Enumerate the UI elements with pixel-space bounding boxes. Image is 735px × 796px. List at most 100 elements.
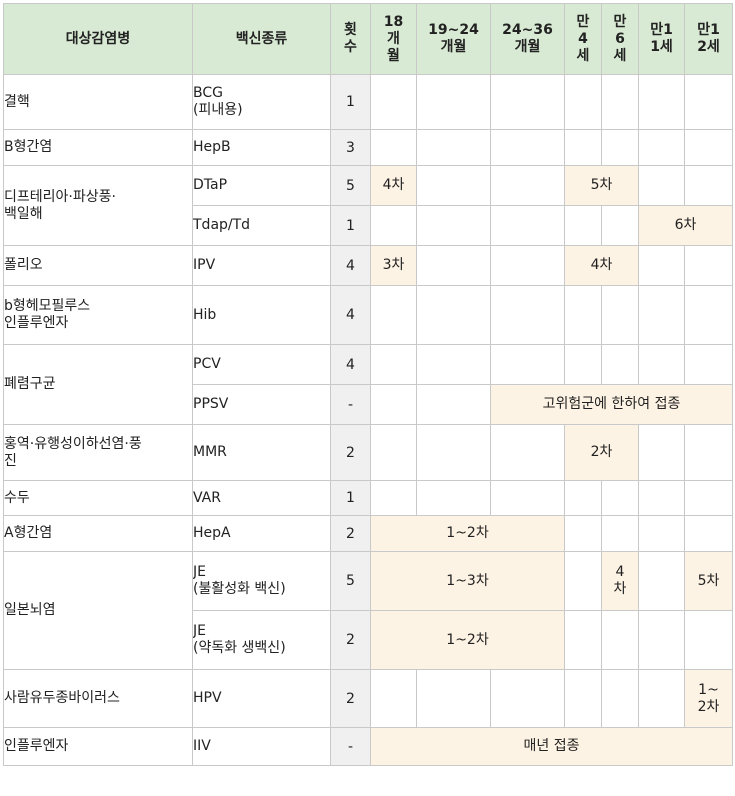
schedule-cell bbox=[638, 480, 685, 516]
disease-cell: B형간염 bbox=[3, 129, 193, 166]
schedule-cell bbox=[490, 480, 565, 516]
disease-cell: 인플루엔자 bbox=[3, 727, 193, 766]
dose-cell: 매년 접종 bbox=[370, 727, 733, 766]
schedule-cell bbox=[564, 205, 602, 246]
dose-cell: 6차 bbox=[638, 205, 733, 246]
schedule-cell bbox=[370, 205, 417, 246]
schedule-cell bbox=[370, 285, 417, 345]
count-cell: 1 bbox=[330, 74, 371, 130]
vaccine-cell: PCV bbox=[192, 344, 331, 385]
vaccine-cell: HepB bbox=[192, 129, 331, 166]
table-row: b형헤모필루스 인플루엔자 Hib 4 bbox=[3, 285, 733, 345]
count-cell: 2 bbox=[330, 669, 371, 728]
schedule-cell bbox=[416, 480, 491, 516]
dose-cell: 4차 bbox=[564, 245, 639, 286]
schedule-cell bbox=[490, 344, 565, 385]
vaccine-cell: DTaP bbox=[192, 165, 331, 206]
disease-cell: 결핵 bbox=[3, 74, 193, 130]
header-row: 대상감염병 백신종류 횟 수 18 개 월 19~24 개월 24~36 개월 … bbox=[3, 3, 733, 75]
vaccine-cell: VAR bbox=[192, 480, 331, 516]
dose-cell: 5차 bbox=[684, 551, 733, 611]
schedule-cell bbox=[416, 205, 491, 246]
schedule-cell bbox=[684, 515, 733, 552]
schedule-cell bbox=[416, 129, 491, 166]
schedule-cell bbox=[564, 669, 602, 728]
table-row: 홍역·유행성이하선염·풍 진 MMR 2 2차 bbox=[3, 424, 733, 481]
schedule-cell bbox=[638, 551, 685, 611]
dose-cell: 4차 bbox=[370, 165, 417, 206]
header-24-36-months: 24~36 개월 bbox=[490, 3, 565, 75]
disease-cell: 사람유두종바이러스 bbox=[3, 669, 193, 728]
schedule-cell bbox=[601, 480, 639, 516]
vaccination-schedule-table: 대상감염병 백신종류 횟 수 18 개 월 19~24 개월 24~36 개월 … bbox=[3, 3, 733, 766]
schedule-cell bbox=[638, 245, 685, 286]
vaccine-cell: Tdap/Td bbox=[192, 205, 331, 246]
vaccine-cell: JE (불활성화 백신) bbox=[192, 551, 331, 611]
schedule-cell bbox=[684, 165, 733, 206]
disease-cell: 홍역·유행성이하선염·풍 진 bbox=[3, 424, 193, 481]
count-cell: 4 bbox=[330, 285, 371, 345]
schedule-cell bbox=[684, 424, 733, 481]
dose-cell: 1~2차 bbox=[370, 610, 565, 670]
disease-cell: b형헤모필루스 인플루엔자 bbox=[3, 285, 193, 345]
schedule-cell bbox=[416, 424, 491, 481]
schedule-cell bbox=[638, 424, 685, 481]
disease-cell: 폐렴구균 bbox=[3, 344, 193, 425]
schedule-cell bbox=[638, 344, 685, 385]
table-row: 수두 VAR 1 bbox=[3, 480, 733, 516]
table-row: 인플루엔자 IIV - 매년 접종 bbox=[3, 727, 733, 766]
dose-cell: 1~2차 bbox=[370, 515, 565, 552]
header-19-24-months: 19~24 개월 bbox=[416, 3, 491, 75]
count-cell: 3 bbox=[330, 129, 371, 166]
schedule-cell bbox=[601, 205, 639, 246]
schedule-cell bbox=[490, 205, 565, 246]
schedule-cell bbox=[564, 129, 602, 166]
header-18-months: 18 개 월 bbox=[370, 3, 417, 75]
count-cell: 2 bbox=[330, 515, 371, 552]
table-row: A형간염 HepA 2 1~2차 bbox=[3, 515, 733, 552]
table-row: 일본뇌염 JE (불활성화 백신) 5 1~3차 4 차 5차 bbox=[3, 551, 733, 670]
schedule-cell bbox=[638, 285, 685, 345]
schedule-cell bbox=[490, 245, 565, 286]
count-cell: - bbox=[330, 384, 371, 425]
schedule-cell bbox=[638, 74, 685, 130]
schedule-cell bbox=[416, 344, 491, 385]
schedule-cell bbox=[490, 285, 565, 345]
vaccine-cell: IIV bbox=[192, 727, 331, 766]
vaccine-cell: IPV bbox=[192, 245, 331, 286]
table-row: 디프테리아·파상풍· 백일해 DTaP 5 4차 5차 bbox=[3, 165, 733, 246]
schedule-cell bbox=[490, 424, 565, 481]
schedule-cell bbox=[370, 129, 417, 166]
table-row: 사람유두종바이러스 HPV 2 1~ 2차 bbox=[3, 669, 733, 728]
schedule-cell bbox=[416, 669, 491, 728]
table-row: 결핵 BCG (피내용) 1 bbox=[3, 74, 733, 130]
schedule-cell bbox=[490, 129, 565, 166]
schedule-cell bbox=[564, 344, 602, 385]
dose-cell: 1~ 2차 bbox=[684, 669, 733, 728]
schedule-cell bbox=[601, 285, 639, 345]
disease-cell: 디프테리아·파상풍· 백일해 bbox=[3, 165, 193, 246]
schedule-cell bbox=[638, 515, 685, 552]
schedule-cell bbox=[370, 74, 417, 130]
vaccine-cell: PPSV bbox=[192, 384, 331, 425]
schedule-cell bbox=[490, 74, 565, 130]
schedule-cell bbox=[601, 74, 639, 130]
count-cell: 4 bbox=[330, 344, 371, 385]
schedule-cell bbox=[638, 165, 685, 206]
schedule-cell bbox=[684, 245, 733, 286]
schedule-cell bbox=[684, 129, 733, 166]
table-row: Tdap/Td 1 6차 bbox=[4, 205, 733, 246]
dose-cell: 고위험군에 한하여 접종 bbox=[490, 384, 733, 425]
vaccine-cell: MMR bbox=[192, 424, 331, 481]
header-age-6: 만 6 세 bbox=[601, 3, 639, 75]
table-row: 폐렴구균 PCV 4 bbox=[3, 344, 733, 425]
disease-cell: A형간염 bbox=[3, 515, 193, 552]
header-disease: 대상감염병 bbox=[3, 3, 193, 75]
schedule-cell bbox=[638, 129, 685, 166]
schedule-cell bbox=[370, 344, 417, 385]
schedule-cell bbox=[416, 165, 491, 206]
schedule-cell bbox=[684, 74, 733, 130]
vaccine-cell: BCG (피내용) bbox=[192, 74, 331, 130]
schedule-cell bbox=[564, 480, 602, 516]
